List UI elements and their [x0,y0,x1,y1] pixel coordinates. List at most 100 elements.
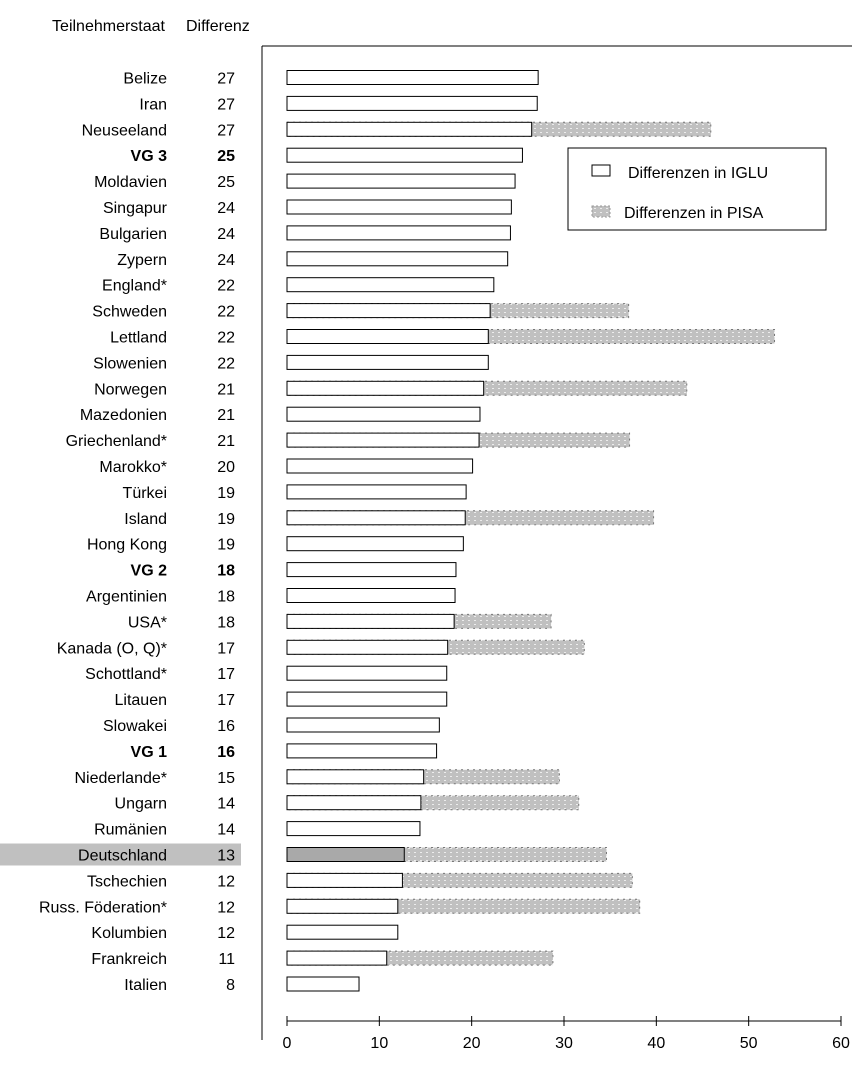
iglu-bar [286,484,467,500]
legend-label-iglu: Differenzen in IGLU [628,165,768,182]
country-label: Ungarn [115,796,167,813]
country-label: Argentinien [86,589,167,606]
iglu-bar [286,251,509,267]
difference-label: 19 [217,537,235,554]
difference-label: 14 [217,796,235,813]
difference-label: 19 [217,485,235,502]
difference-label: 27 [217,122,235,139]
iglu-bar [286,562,457,578]
iglu-bar [286,199,512,215]
legend-box [567,147,827,231]
header-difference: Differenz [186,18,250,35]
country-label: England* [102,278,167,295]
iglu-bar [286,588,456,603]
iglu-bar [286,743,438,759]
difference-label: 22 [217,330,235,347]
difference-label: 11 [218,951,235,968]
x-tick-label: 10 [370,1035,388,1052]
country-label: Litauen [115,692,168,709]
iglu-bar [286,95,538,111]
iglu-bar [286,354,489,370]
country-label: Mazedonien [80,407,167,424]
difference-label: 17 [217,666,235,683]
iglu-bar [286,121,533,137]
country-label: Slowakei [103,718,167,735]
iglu-bar [286,536,464,552]
country-label: Marokko* [99,459,167,476]
difference-label: 18 [217,589,235,606]
x-tick-label: 50 [740,1035,758,1052]
difference-label: 15 [217,770,235,787]
difference-label: 22 [217,304,235,321]
iglu-bar [286,380,485,396]
iglu-bar [286,432,480,448]
iglu-bar [286,898,399,914]
difference-label: 27 [217,96,235,113]
iglu-bar [286,924,399,940]
country-label: Schottland* [85,666,167,683]
iglu-bar [286,613,455,629]
difference-label: 21 [217,407,235,424]
iglu-bar [286,303,491,319]
country-label: Rumänien [94,822,167,839]
x-tick-label: 0 [283,1035,292,1052]
country-label: Tschechien [87,873,167,890]
difference-label: 17 [217,692,235,709]
iglu-bar [286,665,448,681]
country-label: Russ. Föderation* [39,899,167,916]
country-label: Kolumbien [91,925,167,942]
difference-label: 27 [217,71,235,88]
difference-label: 24 [217,226,235,243]
difference-label: 22 [217,278,235,295]
iglu-bar [286,458,474,474]
legend-label-pisa: Differenzen in PISA [624,205,764,222]
country-label: Iran [139,96,167,113]
bars-layer [286,70,776,992]
iglu-bar [286,769,425,785]
difference-label: 18 [217,563,235,580]
difference-label: 21 [217,433,235,450]
difference-label: 24 [217,200,235,217]
x-tick-label: 40 [647,1035,665,1052]
country-label: Türkei [123,485,167,502]
difference-label: 19 [217,511,235,528]
iglu-bar [286,847,405,862]
iglu-bar [286,717,440,733]
iglu-bar [286,691,448,707]
iglu-bar [286,821,421,837]
legend-swatch-iglu [591,164,611,177]
legend-swatch-pisa [591,205,611,218]
iglu-bar [286,406,481,422]
iglu-bar [286,976,360,992]
header-country: Teilnehmerstaat [52,18,166,35]
country-label: Hong Kong [87,537,167,554]
difference-label: 8 [226,977,235,994]
country-label: Neuseeland [82,122,167,139]
iglu-bar [286,225,511,241]
x-tick-label: 30 [555,1035,573,1052]
country-label: Belize [123,71,167,88]
difference-label: 25 [217,174,235,191]
x-axis: 0 10 20 30 40 50 60 [283,1016,850,1052]
difference-label: 14 [217,822,235,839]
country-label: VG 2 [131,563,168,580]
country-label: USA* [128,614,167,631]
difference-label: 12 [217,873,235,890]
iglu-bar [286,173,516,189]
difference-label: 20 [217,459,235,476]
country-label: Italien [124,977,167,994]
country-label: Deutschland [78,848,167,865]
country-label: Bulgarien [99,226,167,243]
difference-label: 13 [217,848,235,865]
country-label: Island [124,511,167,528]
iglu-bar [286,277,495,293]
country-label: Kanada (O, Q)* [57,640,167,657]
country-label: Zypern [117,252,167,269]
country-label: Moldavien [94,174,167,191]
iglu-bar [286,70,539,85]
country-label: VG 3 [131,148,168,165]
iglu-bar [286,639,449,655]
difference-label: 25 [217,148,235,165]
difference-label: 12 [217,899,235,916]
